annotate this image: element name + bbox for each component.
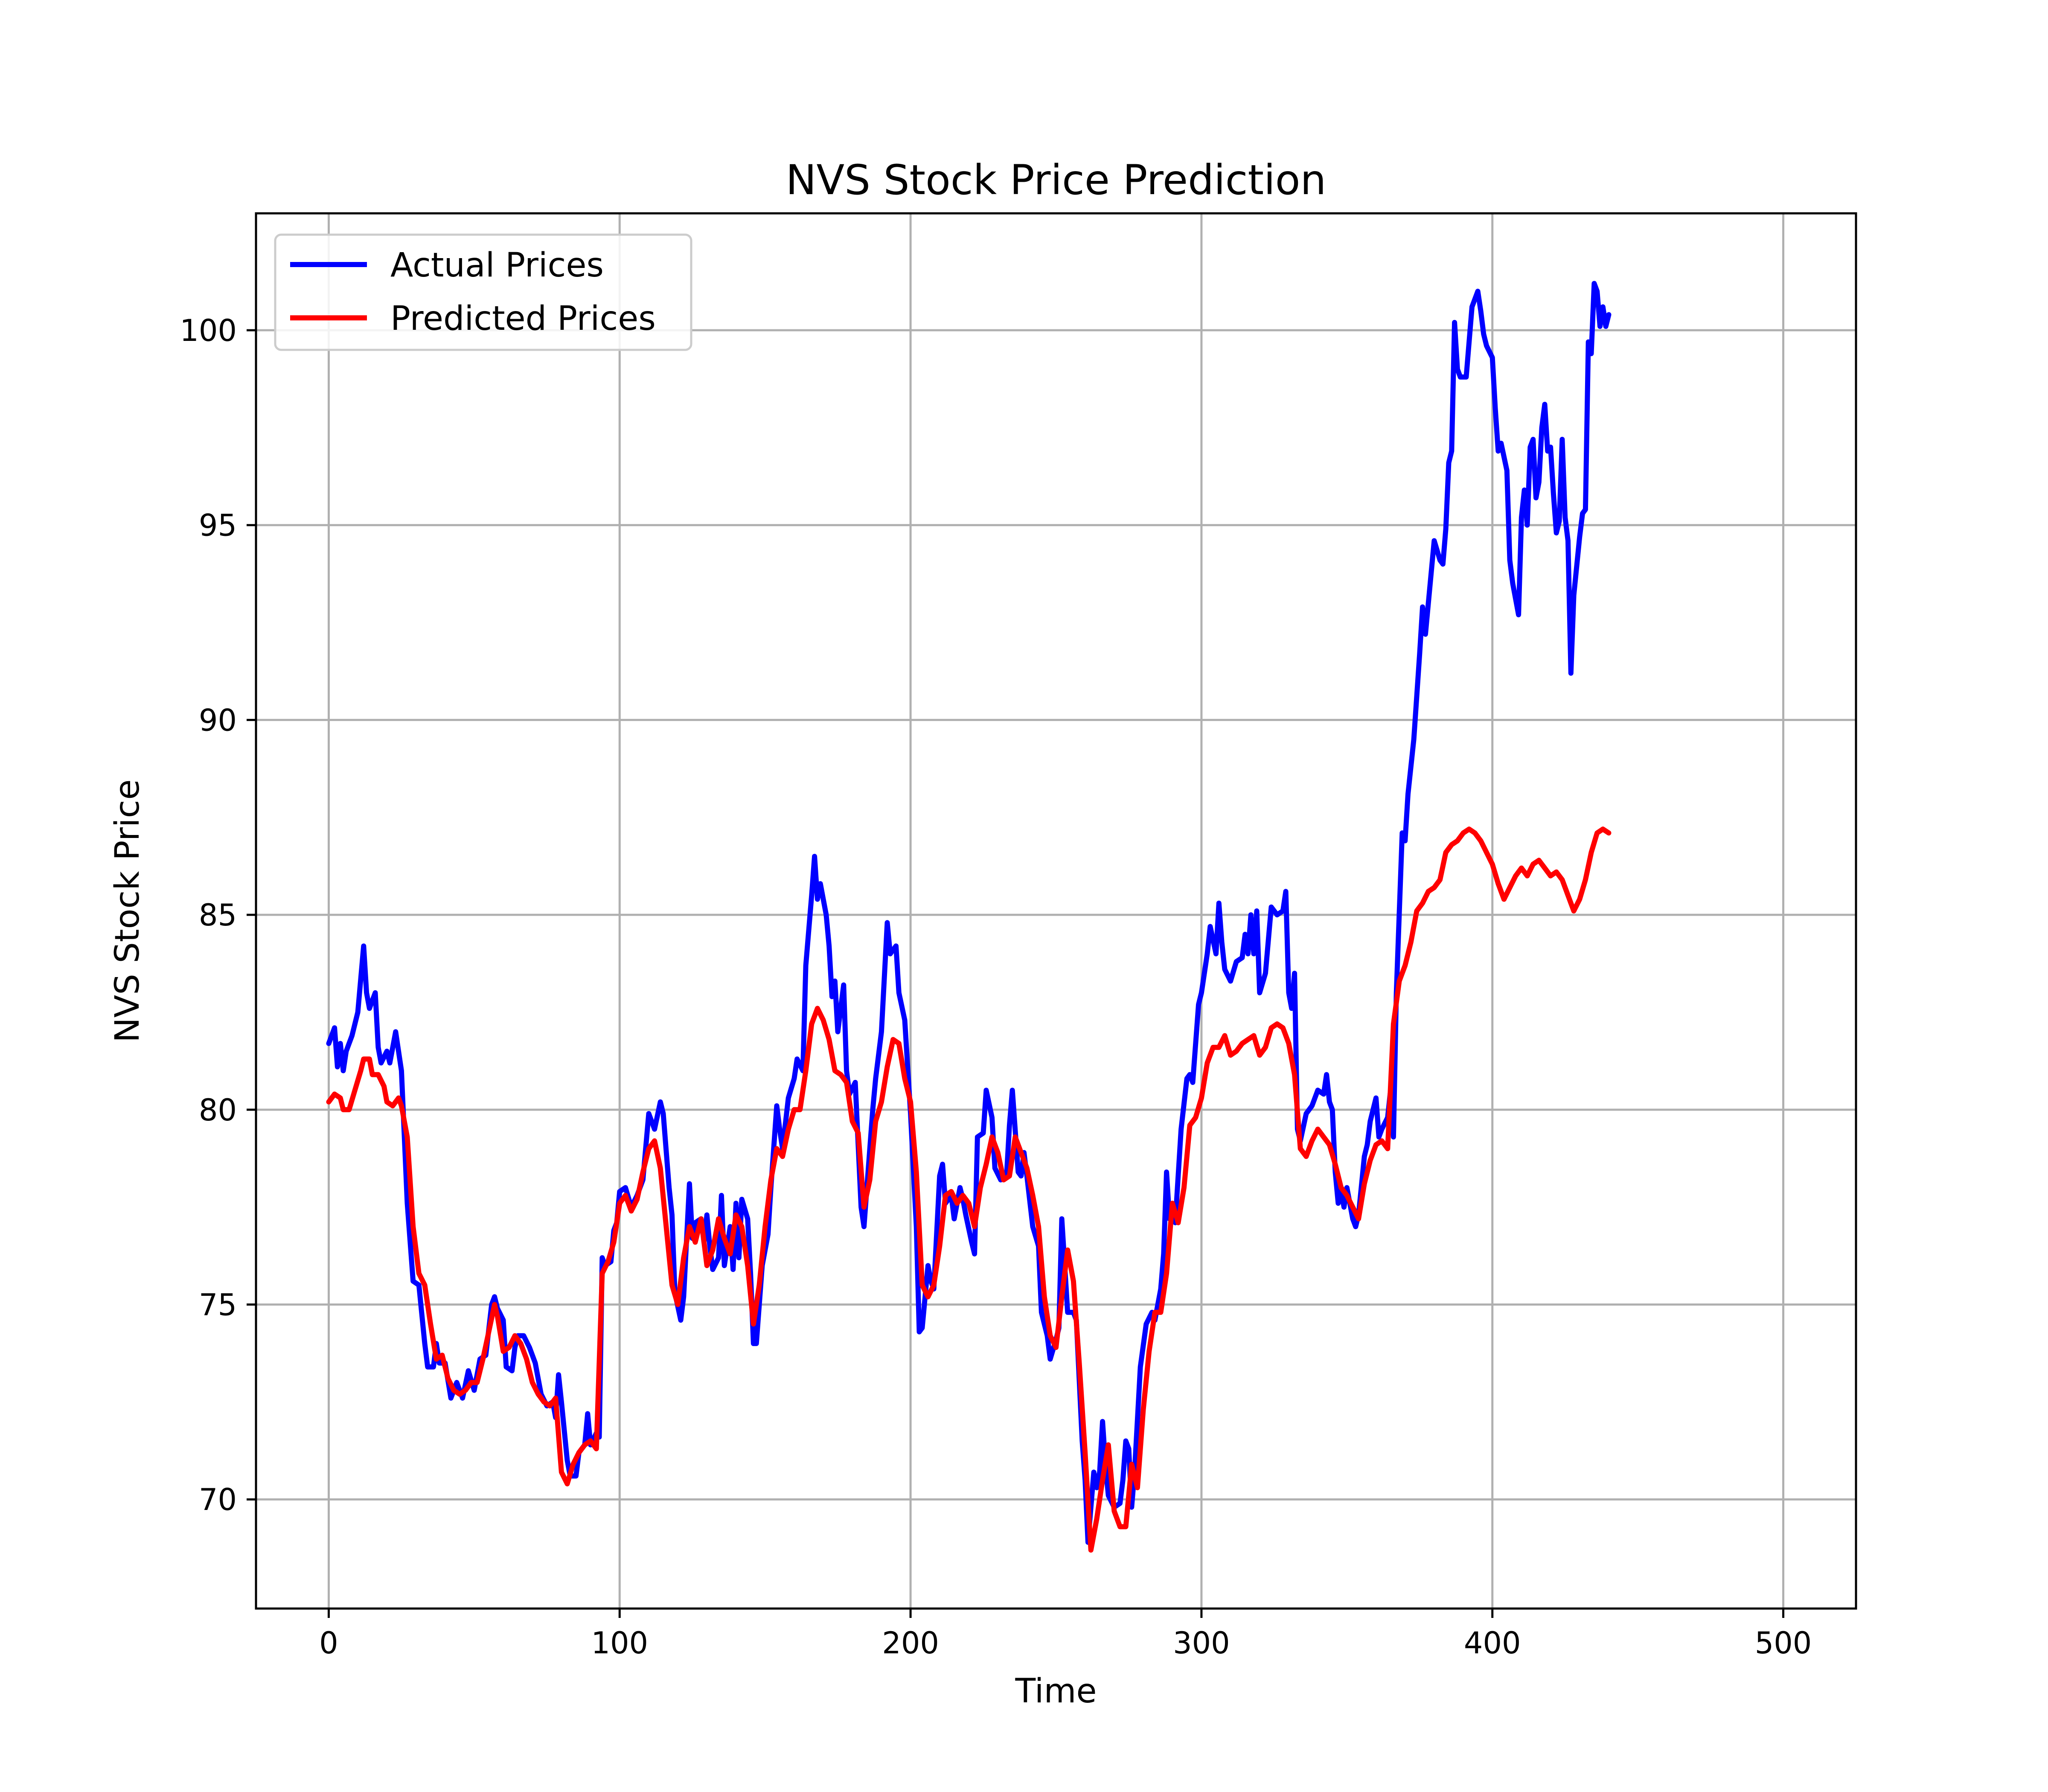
x-tick-label: 400 xyxy=(1464,1626,1521,1661)
series-line-predicted-prices xyxy=(326,826,1612,1553)
y-tick-label: 90 xyxy=(199,703,237,738)
y-tick-label: 100 xyxy=(180,313,237,348)
x-tick-label: 200 xyxy=(882,1626,939,1661)
grid-lines xyxy=(256,213,1856,1609)
y-tick-label: 80 xyxy=(199,1093,237,1128)
plot-frame xyxy=(255,212,1857,1610)
legend-label: Predicted Prices xyxy=(390,300,656,338)
axis-ticks: 0 100 200 300 400 500 70 75 80 85 90 95 100 xyxy=(180,313,1812,1661)
x-tick-label: 0 xyxy=(319,1626,338,1661)
legend-label: Actual Prices xyxy=(390,246,604,285)
y-tick-label: 95 xyxy=(199,508,237,543)
legend: Actual Prices Predicted Prices xyxy=(274,233,692,351)
x-tick-label: 100 xyxy=(591,1626,648,1661)
y-tick-label: 75 xyxy=(199,1288,237,1323)
legend-box xyxy=(274,233,692,351)
series-lines xyxy=(326,281,1612,1553)
x-tick-label: 300 xyxy=(1173,1626,1230,1661)
chart-title: NVS Stock Price Prediction xyxy=(786,156,1327,204)
x-axis-label: Time xyxy=(1015,1672,1097,1711)
x-tick-label: 500 xyxy=(1755,1626,1812,1661)
y-axis-label: NVS Stock Price xyxy=(108,780,147,1043)
y-tick-label: 85 xyxy=(199,898,237,933)
y-tick-label: 70 xyxy=(199,1482,237,1517)
